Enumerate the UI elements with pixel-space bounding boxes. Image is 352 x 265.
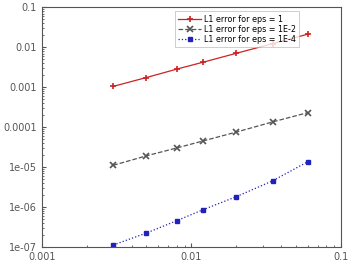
L1 error for eps = 1E-4: [234, 195, 239, 198]
L1 error for eps = 1E-2: [271, 120, 275, 123]
L1 error for eps = 1E-2: [175, 146, 179, 149]
L1 error for eps = 1: [144, 76, 149, 79]
L1 error for eps = 1E-2: [201, 139, 205, 143]
L1 error for eps = 1: [234, 52, 239, 55]
L1 error for eps = 1E-2: [111, 164, 115, 167]
L1 error for eps = 1E-4: [306, 160, 310, 163]
L1 error for eps = 1: [271, 42, 275, 45]
L1 error for eps = 1: [111, 85, 115, 88]
Line: L1 error for eps = 1E-4: L1 error for eps = 1E-4: [111, 159, 310, 248]
L1 error for eps = 1E-4: [175, 219, 179, 222]
L1 error for eps = 1E-2: [306, 111, 310, 114]
L1 error for eps = 1E-4: [111, 244, 115, 247]
L1 error for eps = 1: [306, 33, 310, 36]
L1 error for eps = 1E-2: [144, 154, 149, 157]
Line: L1 error for eps = 1: L1 error for eps = 1: [110, 31, 311, 90]
L1 error for eps = 1E-4: [271, 179, 275, 182]
Legend: L1 error for eps = 1, L1 error for eps = 1E-2, L1 error for eps = 1E-4: L1 error for eps = 1, L1 error for eps =…: [175, 11, 299, 47]
L1 error for eps = 1: [201, 61, 205, 64]
L1 error for eps = 1E-4: [201, 208, 205, 211]
L1 error for eps = 1: [175, 68, 179, 71]
Line: L1 error for eps = 1E-2: L1 error for eps = 1E-2: [110, 109, 311, 169]
L1 error for eps = 1E-2: [234, 130, 239, 134]
L1 error for eps = 1E-4: [144, 231, 149, 235]
